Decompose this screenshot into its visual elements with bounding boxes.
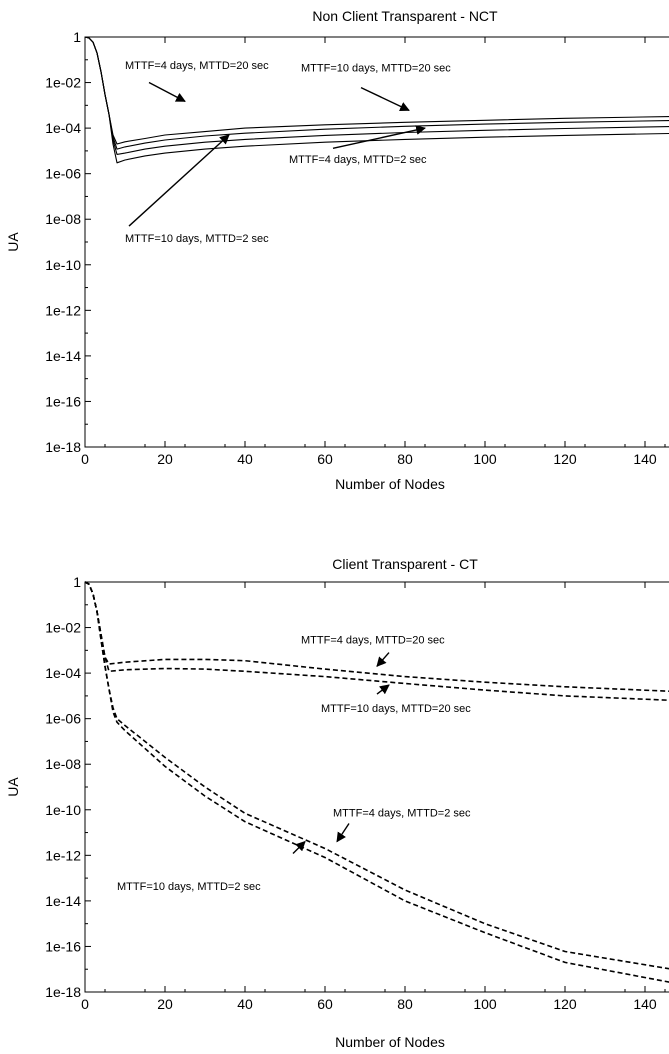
annotation-label: MTTF=4 days, MTTD=2 sec [333, 808, 471, 820]
annotation-label: MTTF=10 days, MTTD=20 sec [321, 703, 471, 715]
x-tick-label: 0 [81, 451, 89, 467]
y-tick-label: 1e-04 [45, 120, 81, 136]
y-axis-ticks: 1 1e-02 1e-04 1e-06 1e-08 1e-10 1e-12 1e-14 1e-1… [45, 574, 91, 1000]
annotation-label: MTTF=10 days, MTTD=2 sec [117, 881, 261, 893]
annotation-arrow [376, 684, 390, 695]
y-tick-label: 1e-12 [45, 847, 81, 863]
annotation-label: MTTF=10 days, MTTD=2 sec [125, 233, 269, 245]
chart-title: Client Transparent - CT [332, 556, 478, 572]
series-line [84, 36, 669, 164]
annotation-arrow [128, 134, 230, 227]
x-tick-label: 20 [157, 996, 173, 1012]
x-axis-title: Number of Nodes [335, 1034, 445, 1050]
x-tick-label: 120 [553, 996, 577, 1012]
y-tick-label: 1 [73, 29, 81, 45]
x-axis-ticks: 0 20 40 60 80 100 120 140 [81, 37, 666, 467]
y-tick-label: 1e-04 [45, 665, 81, 681]
y-tick-label: 1e-16 [45, 938, 81, 954]
x-tick-label: 100 [473, 996, 497, 1012]
annotation-arrow [360, 86, 410, 112]
annotation-label: MTTF=4 days, MTTD=2 sec [289, 154, 427, 166]
x-tick-label: 140 [633, 996, 657, 1012]
y-tick-label: 1e-18 [45, 439, 81, 455]
series-layer [84, 581, 669, 983]
annotation-layer: MTTF=4 days, MTTD=20 sec MTTF=10 days, MT… [125, 60, 451, 245]
y-tick-label: 1e-06 [45, 166, 81, 182]
y-tick-label: 1e-10 [45, 257, 81, 273]
y-tick-label: 1 [73, 574, 81, 590]
annotation-label: MTTF=10 days, MTTD=20 sec [301, 63, 451, 75]
annotation-arrow [376, 652, 390, 667]
y-tick-label: 1e-14 [45, 348, 81, 364]
y-tick-label: 1e-06 [45, 711, 81, 727]
x-axis-title: Number of Nodes [335, 476, 445, 492]
annotation-arrow [332, 125, 426, 149]
y-tick-label: 1e-14 [45, 893, 81, 909]
x-tick-label: 0 [81, 996, 89, 1012]
x-axis-ticks: 0 20 40 60 80 100 120 140 [81, 582, 666, 1012]
x-tick-label: 40 [237, 451, 253, 467]
chart-nct: Non Client Transparent - NCT 0 20 40 60 80 10… [5, 8, 669, 492]
y-axis-title: UA [5, 777, 21, 797]
y-tick-label: 1e-02 [45, 75, 81, 91]
y-tick-label: 1e-02 [45, 620, 81, 636]
x-tick-label: 20 [157, 451, 173, 467]
y-tick-label: 1e-10 [45, 802, 81, 818]
x-tick-label: 80 [397, 996, 413, 1012]
y-tick-label: 1e-08 [45, 211, 81, 227]
y-tick-label: 1e-18 [45, 984, 81, 1000]
y-axis-title: UA [5, 232, 21, 252]
annotation-arrow [336, 823, 350, 843]
x-tick-label: 40 [237, 996, 253, 1012]
series-line [84, 36, 669, 150]
x-tick-label: 140 [633, 451, 657, 467]
chart-title: Non Client Transparent - NCT [312, 8, 498, 24]
annotation-layer: MTTF=4 days, MTTD=20 sec MTTF=10 days, MT… [117, 634, 471, 893]
series-line [84, 581, 669, 970]
y-axis-ticks: 1 1e-02 1e-04 1e-06 1e-08 1e-10 1e-12 1e-14 1e-1… [45, 29, 91, 455]
y-tick-label: 1e-16 [45, 393, 81, 409]
y-tick-label: 1e-12 [45, 302, 81, 318]
chart-ct: Client Transparent - CT 0 20 40 60 80 100 120 1… [5, 556, 669, 1050]
annotation-arrow [148, 81, 186, 102]
annotation-label: MTTF=4 days, MTTD=20 sec [125, 60, 269, 72]
x-tick-label: 120 [553, 451, 577, 467]
x-tick-label: 60 [317, 996, 333, 1012]
annotation-label: MTTF=4 days, MTTD=20 sec [301, 634, 445, 646]
x-tick-label: 100 [473, 451, 497, 467]
y-tick-label: 1e-08 [45, 756, 81, 772]
series-layer [84, 36, 669, 164]
annotation-arrow [292, 840, 306, 855]
x-tick-label: 60 [317, 451, 333, 467]
x-tick-label: 80 [397, 451, 413, 467]
